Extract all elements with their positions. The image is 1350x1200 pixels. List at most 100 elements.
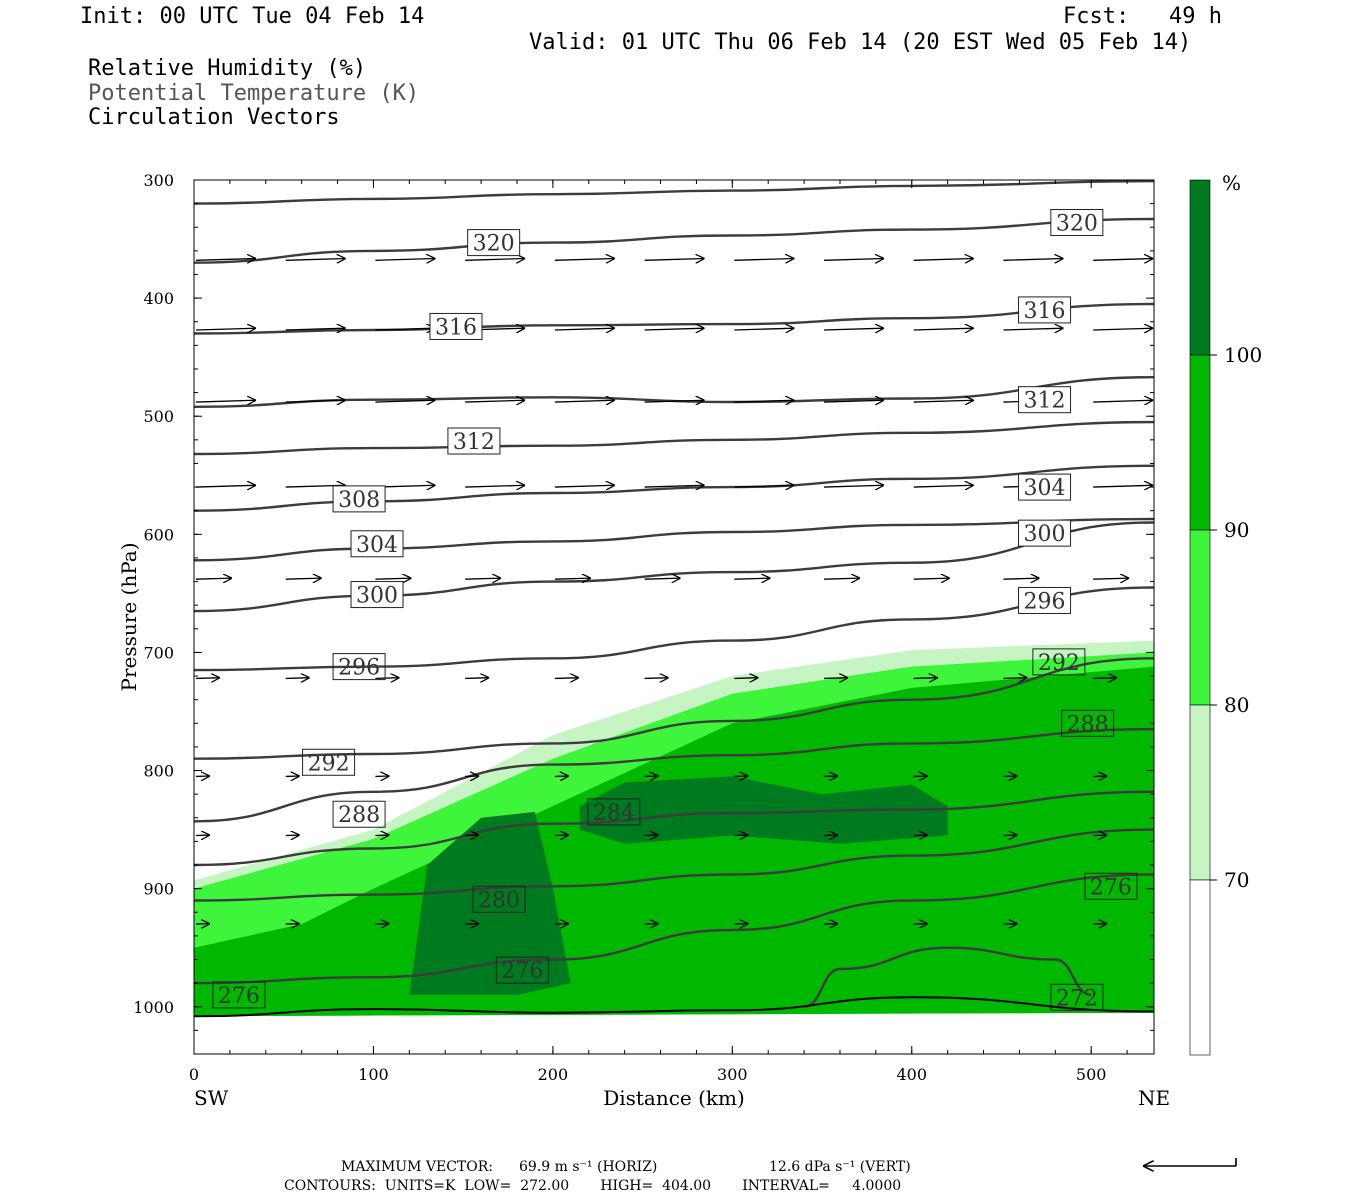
max-vector-horiz: 69.9 m s⁻¹ (HORIZ) xyxy=(519,1159,658,1175)
vector-layer xyxy=(195,259,1153,925)
svg-text:288: 288 xyxy=(338,803,380,828)
vector-0-4 xyxy=(554,259,615,261)
field-vectors-label: Circulation Vectors xyxy=(88,105,340,130)
vector-4-4 xyxy=(554,578,591,579)
vector-0-10 xyxy=(1093,259,1153,261)
theta-label-15: 288 xyxy=(1061,709,1115,737)
vector-2-5 xyxy=(644,400,705,402)
svg-text:308: 308 xyxy=(338,488,380,513)
colorbar-unit: % xyxy=(1222,171,1241,195)
theta-contour-9 xyxy=(194,657,1154,760)
theta-label-8: 304 xyxy=(1018,473,1072,501)
vector-5-7 xyxy=(824,678,848,679)
vector-2-3 xyxy=(465,400,525,402)
theta-label-14: 292 xyxy=(302,748,356,776)
svg-text:316: 316 xyxy=(1024,299,1066,324)
theta-label-layer: 320 320 316 316 312 312 308 304 304 300 300 296 296 2… xyxy=(212,209,1138,1011)
theta-contour-13 xyxy=(194,873,1154,985)
max-vector-vert: 12.6 dPa s⁻¹ (VERT) xyxy=(769,1159,911,1175)
svg-text:312: 312 xyxy=(1024,389,1066,414)
x-end-right-label: NE xyxy=(1138,1086,1170,1110)
y-tick-label-1000: 1000 xyxy=(133,998,174,1017)
svg-text:300: 300 xyxy=(1024,522,1066,547)
vector-4-10 xyxy=(1093,578,1129,579)
theta-label-11: 296 xyxy=(1018,586,1072,614)
svg-text:276: 276 xyxy=(1090,875,1132,900)
vector-1-1 xyxy=(285,328,346,330)
theta-contour-8 xyxy=(194,586,1154,672)
vector-5-8 xyxy=(913,678,938,679)
colorbar-swatch-80 xyxy=(1189,529,1211,706)
colorbar-swatch-70 xyxy=(1189,704,1211,881)
svg-text:276: 276 xyxy=(218,984,260,1009)
vector-3-6 xyxy=(734,485,794,487)
y-tick-label-700: 700 xyxy=(143,643,174,662)
vector-2-4 xyxy=(554,400,615,402)
y-tick-label-600: 600 xyxy=(143,525,174,544)
vector-1-4 xyxy=(554,328,615,330)
vector-3-4 xyxy=(554,485,615,487)
vector-4-9 xyxy=(1003,578,1039,579)
terrain-line xyxy=(194,996,1154,1018)
svg-text:296: 296 xyxy=(338,656,380,681)
vector-1-6 xyxy=(734,328,794,330)
x-tick-label-0: 0 xyxy=(189,1065,199,1084)
svg-text:292: 292 xyxy=(1038,651,1080,676)
vector-0-3 xyxy=(465,259,525,261)
vector-5-0 xyxy=(195,678,220,679)
vector-2-8 xyxy=(913,400,974,402)
vector-0-7 xyxy=(824,259,884,261)
vector-5-10 xyxy=(1093,678,1117,679)
contour-info: CONTOURS: UNITS=K LOW= 272.00 HIGH= 404.… xyxy=(284,1178,902,1194)
vector-0-0 xyxy=(195,259,256,261)
vector-1-5 xyxy=(644,328,705,330)
theta-contour-14 xyxy=(803,946,1092,1008)
colorbar-label-70: 70 xyxy=(1224,868,1249,892)
y-tick-label-900: 900 xyxy=(143,880,174,899)
svg-text:320: 320 xyxy=(1056,212,1098,237)
vector-3-5 xyxy=(644,485,705,487)
vector-5-9 xyxy=(1003,678,1027,679)
vector-5-2 xyxy=(375,678,399,679)
colorbar-label-80: 80 xyxy=(1224,693,1249,717)
theta-contour-3 xyxy=(194,376,1154,408)
theta-label-21: 276 xyxy=(212,981,266,1009)
svg-text:276: 276 xyxy=(501,959,543,984)
max-vector-label: MAXIMUM VECTOR: xyxy=(341,1159,493,1175)
colorbar-swatch-90 xyxy=(1189,354,1211,531)
vector-4-7 xyxy=(824,578,860,579)
colorbar-label-100: 100 xyxy=(1224,343,1262,367)
svg-text:304: 304 xyxy=(356,533,398,558)
vector-1-2 xyxy=(375,328,435,330)
theta-label-20: 276 xyxy=(495,956,549,984)
valid-time: Valid: 01 UTC Thu 06 Feb 14 (20 EST Wed … xyxy=(529,30,1192,55)
reference-vector xyxy=(1143,1158,1237,1166)
y-tick-label-300: 300 xyxy=(143,171,174,190)
vector-4-3 xyxy=(465,578,501,579)
theta-contour-2 xyxy=(194,302,1154,335)
vector-3-10 xyxy=(1093,485,1153,487)
svg-text:312: 312 xyxy=(453,430,495,455)
vector-3-7 xyxy=(824,485,884,487)
theta-contour-12 xyxy=(194,828,1154,902)
rh-region-100-3 xyxy=(409,811,571,995)
theta-label-16: 288 xyxy=(332,800,386,828)
theta-label-12: 296 xyxy=(332,653,386,681)
vector-2-10 xyxy=(1093,400,1153,402)
vector-2-1 xyxy=(285,400,346,402)
vector-1-7 xyxy=(824,328,884,330)
theta-label-18: 280 xyxy=(472,885,526,913)
svg-text:272: 272 xyxy=(1056,986,1098,1011)
y-tick-label-400: 400 xyxy=(143,289,174,308)
vector-5-1 xyxy=(285,678,310,679)
field-rh-label: Relative Humidity (%) xyxy=(88,56,367,81)
theta-label-3: 316 xyxy=(1018,296,1072,324)
vector-0-6 xyxy=(734,259,794,261)
svg-text:296: 296 xyxy=(1024,589,1066,614)
vector-3-8 xyxy=(913,485,974,487)
svg-text:292: 292 xyxy=(308,751,350,776)
vector-0-8 xyxy=(913,259,974,261)
theta-label-9: 300 xyxy=(1018,519,1072,547)
vector-0-1 xyxy=(285,259,346,261)
